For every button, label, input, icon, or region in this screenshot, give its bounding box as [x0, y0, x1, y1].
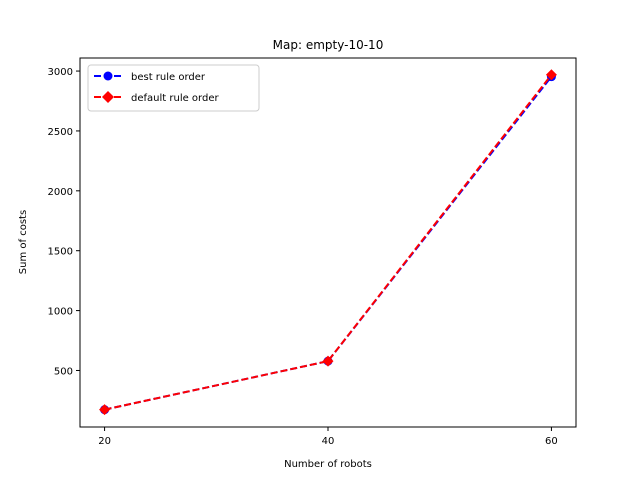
data-point-default-rule-order: [545, 69, 557, 81]
legend-marker-best-rule-order: [103, 71, 113, 81]
x-axis-label: Number of robots: [284, 459, 372, 470]
y-axis: 500 1000 1500 2000 2500 3000: [48, 67, 80, 377]
y-tick-label: 2000: [48, 187, 73, 198]
data-point-default-rule-order: [322, 355, 334, 367]
legend-marker-default-rule-order: [102, 91, 114, 103]
y-tick-label: 3000: [48, 67, 73, 78]
y-tick-label: 1000: [48, 307, 73, 318]
legend-label-best-rule-order: best rule order: [131, 72, 206, 83]
series-layer: [99, 69, 557, 416]
legend-label-default-rule-order: default rule order: [131, 93, 219, 104]
x-tick-label: 60: [545, 436, 558, 447]
plot-area: [79, 57, 577, 428]
legend: best rule order default rule order: [87, 64, 260, 112]
y-tick-label: 2500: [48, 127, 73, 138]
y-tick-label: 500: [54, 366, 73, 377]
data-point-default-rule-order: [99, 404, 111, 416]
x-axis: 20 40 60: [98, 427, 558, 447]
y-tick-label: 1500: [48, 247, 73, 258]
x-tick-label: 20: [98, 436, 111, 447]
series-line-default-rule-order: [104, 74, 553, 411]
legend-box: [87, 64, 260, 112]
x-tick-label: 40: [322, 436, 335, 447]
y-axis-label: Sum of costs: [18, 210, 29, 274]
chart-title: Map: empty-10-10: [273, 38, 384, 52]
